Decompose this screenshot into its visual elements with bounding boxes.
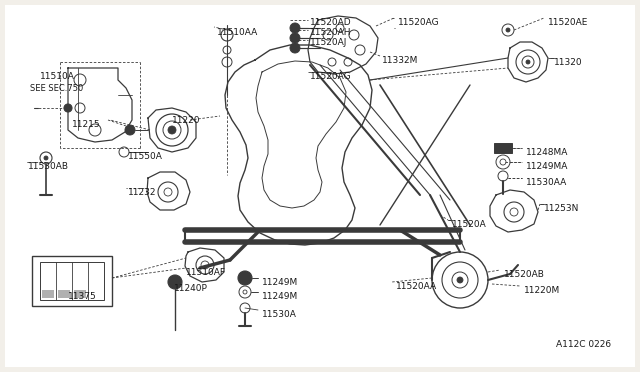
Circle shape — [290, 33, 300, 43]
Text: 11510AF: 11510AF — [186, 268, 226, 277]
Circle shape — [168, 275, 182, 289]
Circle shape — [506, 28, 510, 32]
Text: 11520AE: 11520AE — [548, 18, 588, 27]
Text: 11520AG: 11520AG — [398, 18, 440, 27]
Circle shape — [238, 271, 252, 285]
Bar — [42, 290, 54, 298]
Bar — [58, 290, 70, 298]
Text: 11530A: 11530A — [262, 310, 297, 319]
Text: 11510AA: 11510AA — [217, 28, 259, 37]
Circle shape — [64, 104, 72, 112]
Bar — [32, 256, 112, 306]
Text: 11220M: 11220M — [524, 286, 560, 295]
Text: 11520AH: 11520AH — [310, 28, 351, 37]
Text: 11375: 11375 — [68, 292, 97, 301]
Circle shape — [125, 125, 135, 135]
Text: SEE SEC.750: SEE SEC.750 — [30, 84, 83, 93]
Text: 11220: 11220 — [172, 116, 200, 125]
Bar — [40, 262, 104, 300]
Text: A112C 0226: A112C 0226 — [556, 340, 611, 349]
Text: 11520A: 11520A — [452, 220, 487, 229]
Bar — [74, 290, 86, 298]
Text: 11530AB: 11530AB — [28, 162, 69, 171]
Text: 11215: 11215 — [72, 120, 100, 129]
Text: 11240P: 11240P — [174, 284, 208, 293]
Circle shape — [526, 60, 530, 64]
Text: 11520AA: 11520AA — [396, 282, 437, 291]
Circle shape — [168, 126, 176, 134]
Text: 11248MA: 11248MA — [526, 148, 568, 157]
Text: 11520AD: 11520AD — [310, 18, 351, 27]
Circle shape — [290, 23, 300, 33]
Text: 11249M: 11249M — [262, 292, 298, 301]
Text: 11530AA: 11530AA — [526, 178, 567, 187]
Text: 11332M: 11332M — [382, 56, 419, 65]
Text: 11520AG: 11520AG — [310, 72, 351, 81]
Text: 11249M: 11249M — [262, 278, 298, 287]
Text: 11253N: 11253N — [544, 204, 579, 213]
Text: 11520AJ: 11520AJ — [310, 38, 348, 47]
Circle shape — [44, 156, 48, 160]
Text: 11249MA: 11249MA — [526, 162, 568, 171]
Bar — [494, 143, 512, 153]
Circle shape — [457, 277, 463, 283]
Text: 11232: 11232 — [128, 188, 157, 197]
Text: 11320: 11320 — [554, 58, 582, 67]
Text: 11550A: 11550A — [128, 152, 163, 161]
Text: 11510A: 11510A — [40, 72, 75, 81]
Text: 11520AB: 11520AB — [504, 270, 545, 279]
Circle shape — [290, 43, 300, 53]
